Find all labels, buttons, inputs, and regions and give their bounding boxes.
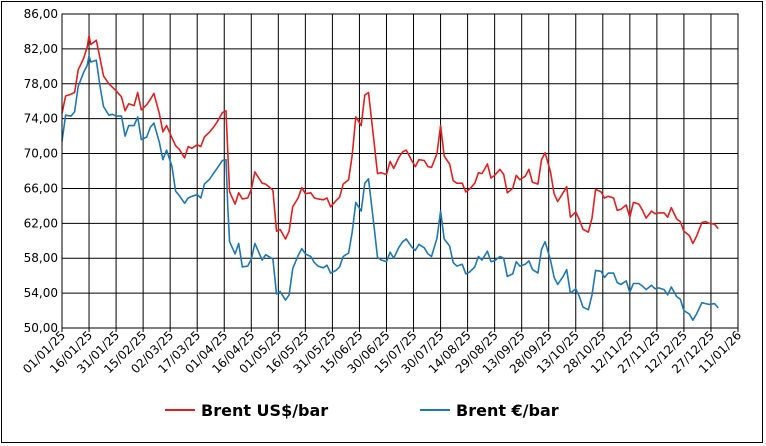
y-tick-label: 78,00 bbox=[24, 77, 58, 91]
y-tick-label: 86,00 bbox=[24, 7, 58, 21]
y-tick-label: 54,00 bbox=[24, 286, 58, 300]
legend-label: Brent €/bar bbox=[456, 401, 559, 420]
y-tick-label: 66,00 bbox=[24, 181, 58, 195]
y-tick-label: 74,00 bbox=[24, 112, 58, 126]
series-line-brent-eur bbox=[61, 55, 719, 321]
y-tick-label: 82,00 bbox=[24, 42, 58, 56]
legend-label: Brent US$/bar bbox=[201, 401, 328, 420]
y-tick-label: 62,00 bbox=[24, 216, 58, 230]
plot-area bbox=[62, 14, 738, 328]
series-line-brent-usd bbox=[61, 35, 719, 245]
y-tick-label: 50,00 bbox=[24, 321, 58, 335]
y-tick-label: 70,00 bbox=[24, 147, 58, 161]
plot-border bbox=[61, 13, 739, 329]
y-tick-label: 58,00 bbox=[24, 251, 58, 265]
